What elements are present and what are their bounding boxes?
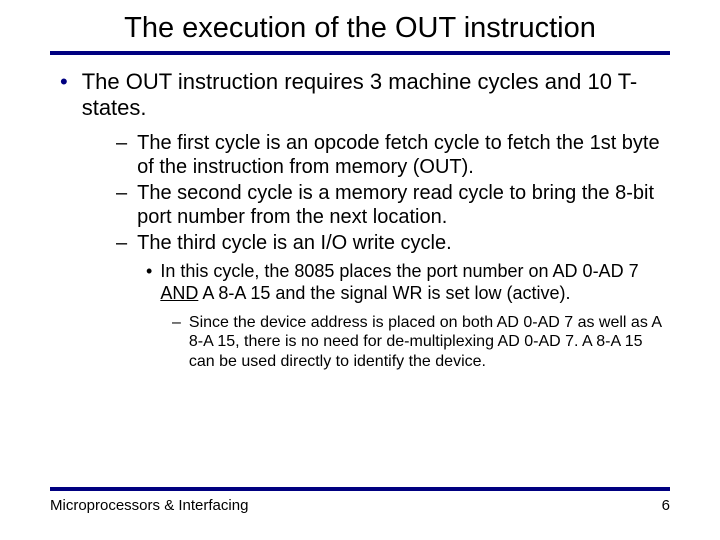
bullet-level2: – The first cycle is an opcode fetch cyc… — [116, 131, 670, 179]
bullet-level2: – The second cycle is a memory read cycl… — [116, 181, 670, 229]
bullet-text: The third cycle is an I/O write cycle. — [137, 231, 452, 255]
bullet-level3: • In this cycle, the 8085 places the por… — [146, 261, 670, 305]
bullet-level2-group: – The first cycle is an opcode fetch cyc… — [60, 131, 670, 255]
dash-icon: – — [116, 131, 127, 179]
dash-icon: – — [116, 231, 127, 255]
bullet-level2: – The third cycle is an I/O write cycle. — [116, 231, 670, 255]
dash-icon: – — [116, 181, 127, 229]
slide: The execution of the OUT instruction • T… — [0, 0, 720, 540]
bullet-level4-group: – Since the device address is placed on … — [60, 313, 670, 372]
text-pre: In this cycle, the 8085 places the port … — [160, 261, 638, 281]
bullet-level4: – Since the device address is placed on … — [172, 313, 670, 372]
bullet-level1: • The OUT instruction requires 3 machine… — [60, 69, 670, 121]
slide-title: The execution of the OUT instruction — [50, 12, 670, 51]
bullet-level3-group: • In this cycle, the 8085 places the por… — [60, 261, 670, 305]
bullet-text: The second cycle is a memory read cycle … — [137, 181, 670, 229]
text-post: A 8-A 15 and the signal WR is set low (a… — [198, 283, 570, 303]
dash-icon: – — [172, 313, 181, 372]
bullet-text: The first cycle is an opcode fetch cycle… — [137, 131, 670, 179]
footer-left-text: Microprocessors & Interfacing — [50, 497, 248, 514]
bullet-text: Since the device address is placed on bo… — [189, 313, 670, 372]
bullet-icon: • — [146, 261, 152, 305]
bullet-text: The OUT instruction requires 3 machine c… — [82, 69, 670, 121]
text-underlined: AND — [160, 283, 198, 303]
bullet-icon: • — [60, 71, 68, 121]
bullet-text: In this cycle, the 8085 places the port … — [160, 261, 670, 305]
footer-row: Microprocessors & Interfacing 6 — [50, 497, 670, 514]
title-rule — [50, 51, 670, 55]
slide-content: • The OUT instruction requires 3 machine… — [50, 69, 670, 371]
page-number: 6 — [662, 497, 670, 514]
slide-footer: Microprocessors & Interfacing 6 — [50, 487, 670, 514]
footer-rule — [50, 487, 670, 491]
